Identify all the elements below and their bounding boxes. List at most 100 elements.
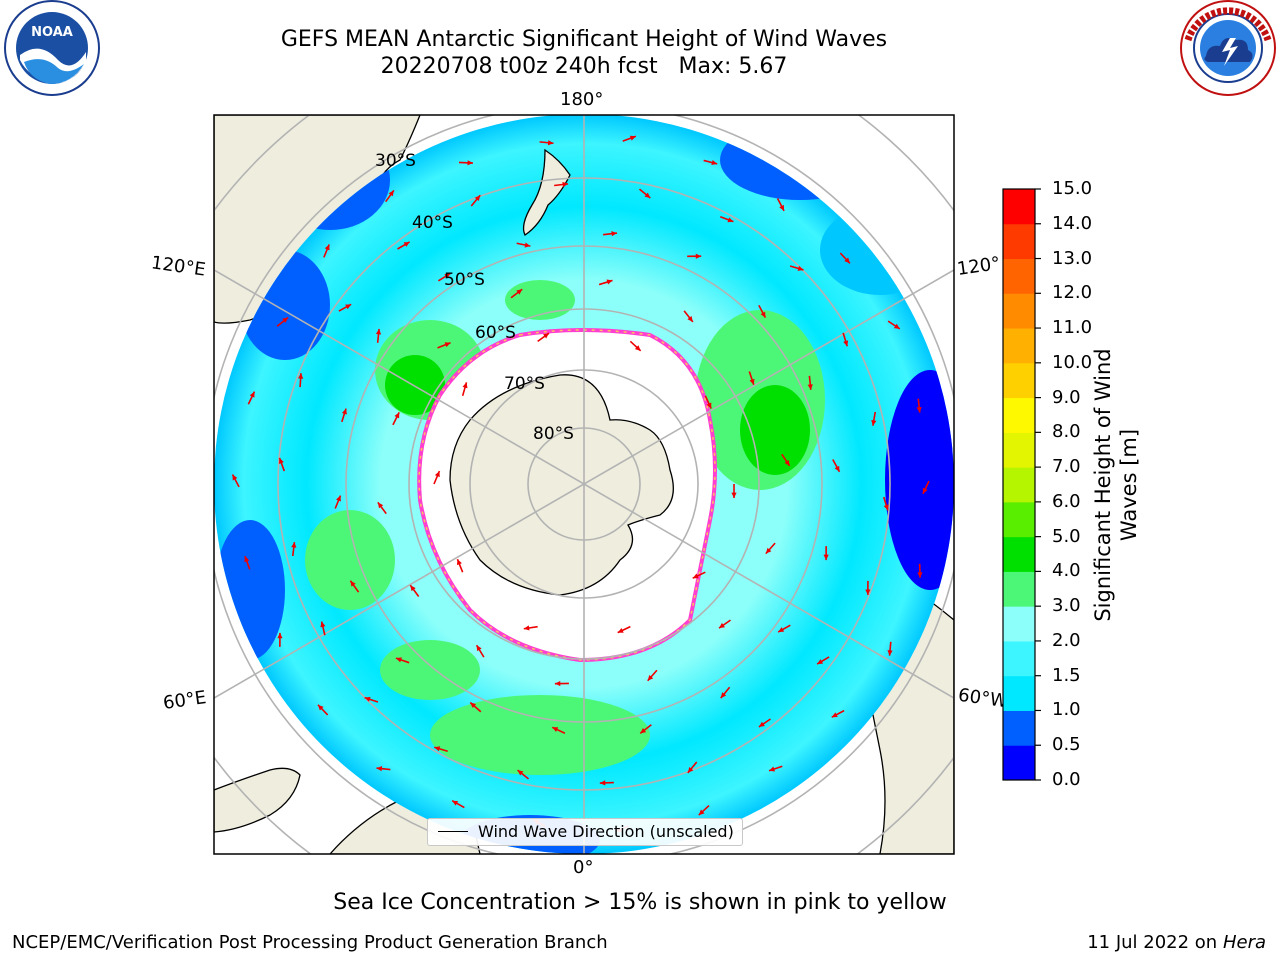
- colorbar-tick-label: 7.0: [1052, 456, 1081, 478]
- wave-height-4-5m-region: [740, 385, 810, 475]
- wave-direction-arrowhead: [345, 304, 352, 310]
- wave-direction-arrowhead: [749, 378, 755, 385]
- wave-direction-arrowhead: [731, 492, 737, 498]
- colorbar-cell: [1003, 606, 1035, 642]
- new-zealand-land: [522, 148, 571, 236]
- wave-direction-arrowhead: [692, 573, 699, 579]
- noaa-logo: NOAA: [4, 0, 100, 96]
- wave-direction-arrowhead: [444, 342, 451, 348]
- colorbar-tick-label: 14.0: [1052, 212, 1093, 234]
- wave-direction-arrowhead: [606, 279, 613, 285]
- wave-direction-arrowhead: [364, 696, 371, 702]
- colorbar-tick-label: 11.0: [1052, 317, 1093, 339]
- national-weather-service-logo: [1180, 0, 1276, 96]
- wave-direction-arrowhead: [765, 547, 772, 554]
- wave-direction-arrowhead: [394, 412, 400, 419]
- colorbar-tick-label: 6.0: [1052, 490, 1081, 512]
- wave-direction-arrowhead: [629, 135, 636, 141]
- colorbar-tick-label: 8.0: [1052, 421, 1081, 443]
- colorbar-tick-label: 1.0: [1052, 699, 1081, 721]
- producer-credit: NCEP/EMC/Verification Post Processing Pr…: [12, 932, 608, 953]
- wave-direction-arrowhead: [760, 311, 766, 318]
- wave-direction-arrowhead: [317, 704, 324, 711]
- colorbar-tick-label: 15.0: [1052, 178, 1093, 199]
- colorbar-cell: [1003, 571, 1035, 607]
- wave-direction-arrowhead: [823, 554, 829, 561]
- low-wave-region: [885, 370, 954, 590]
- wave-direction-arrowhead: [865, 589, 871, 595]
- wave-direction-arrowhead: [457, 559, 462, 566]
- wave-direction-arrowhead: [547, 140, 554, 146]
- wave-direction-arrowhead: [452, 800, 459, 806]
- wave-direction-arrowhead: [388, 190, 394, 197]
- wave-direction-arrowhead: [543, 333, 550, 339]
- wave-direction-arrowhead: [244, 556, 250, 563]
- wave-direction-arrowhead: [282, 317, 289, 323]
- lat-label-40s: 40°S: [412, 213, 453, 233]
- wave-direction-arrowhead: [719, 622, 725, 629]
- wave-direction-arrowhead: [687, 767, 694, 773]
- wave-direction-arrowhead: [647, 674, 654, 681]
- colorbar-cell: [1003, 501, 1035, 538]
- graticule: [214, 115, 954, 854]
- wave-height-3-4m-region: [305, 510, 395, 610]
- wave-direction-arrowhead: [376, 766, 383, 772]
- wave-direction-arrowhead: [336, 495, 341, 502]
- lat-label-60s: 60°S: [475, 323, 516, 343]
- wave-direction-arrowhead: [917, 572, 923, 578]
- colorbar: [1002, 188, 1041, 781]
- wave-direction-arrowhead: [444, 273, 451, 279]
- wave-direction-arrowhead: [291, 542, 297, 548]
- colorbar-tick-label: 0.0: [1052, 769, 1081, 790]
- lat-label-80s: 80°S: [533, 424, 574, 444]
- generated-date-text: 11 Jul 2022 on: [1087, 932, 1223, 953]
- wave-direction-arrowhead: [784, 459, 790, 466]
- colorbar-cell: [1003, 745, 1035, 781]
- wave-direction-arrowhead: [817, 659, 824, 665]
- wave-direction-arrowhead: [377, 502, 384, 509]
- wave-direction-arrowhead: [470, 702, 477, 709]
- wave-direction-arrowhead: [517, 770, 524, 776]
- legend-label: Wind Wave Direction (unscaled): [478, 822, 734, 841]
- noaa-logo-text: NOAA: [31, 25, 73, 40]
- colorbar-tick-label: 9.0: [1052, 386, 1081, 408]
- colorbar-tick-label: 1.5: [1052, 664, 1081, 686]
- sea-ice-edge: [418, 329, 716, 661]
- wave-height-3-4m-region: [380, 640, 480, 700]
- wave-direction-arrowhead: [232, 474, 238, 481]
- colorbar-cell: [1003, 362, 1035, 399]
- chart-subtitle: 20220708 t00z 240h fcst Max: 5.67: [380, 54, 788, 79]
- wave-direction-arrowhead: [758, 721, 765, 727]
- colorbar-tick-label: 12.0: [1052, 282, 1093, 304]
- colorbar-cell: [1003, 293, 1035, 329]
- lat-label-50s: 50°S: [444, 270, 485, 290]
- wave-direction-arrowhead: [727, 217, 734, 223]
- wave-direction-arrowhead: [644, 192, 651, 199]
- wave-direction-arrowhead: [871, 420, 877, 426]
- wave-direction-arrowhead: [554, 680, 561, 687]
- wave-direction-arrowhead: [249, 391, 255, 398]
- colorbar-cell: [1003, 536, 1035, 572]
- colorbar-tick-label: 13.0: [1052, 247, 1093, 269]
- wave-direction-arrowhead: [320, 621, 326, 628]
- lat-label-30s: 30°S: [375, 151, 416, 171]
- wave-direction-arrowhead: [474, 195, 481, 202]
- wave-direction-arrowhead: [720, 692, 727, 699]
- wind-wave-arrows: [231, 135, 930, 833]
- wave-direction-arrowhead: [887, 650, 893, 656]
- map-legend: Wind Wave Direction (unscaled): [427, 818, 743, 846]
- wave-direction-arrowhead: [599, 780, 606, 786]
- wave-direction-arrowhead: [523, 625, 530, 631]
- chart-title: GEFS MEAN Antarctic Significant Height o…: [280, 27, 888, 52]
- lat-label-70s: 70°S: [504, 374, 545, 394]
- colorbar-title: Significant Height of Wind Waves [m]: [1091, 348, 1141, 622]
- wave-direction-arrowhead: [844, 257, 850, 264]
- colorbar-cell: [1003, 432, 1035, 468]
- wave-direction-arrowhead: [524, 242, 531, 248]
- colorbar-cell: [1003, 397, 1035, 433]
- wave-direction-arrowhead: [797, 265, 804, 271]
- wave-direction-arrowhead: [298, 373, 304, 379]
- wave-direction-arrowhead: [410, 585, 416, 592]
- wave-direction-arrowhead: [434, 471, 440, 478]
